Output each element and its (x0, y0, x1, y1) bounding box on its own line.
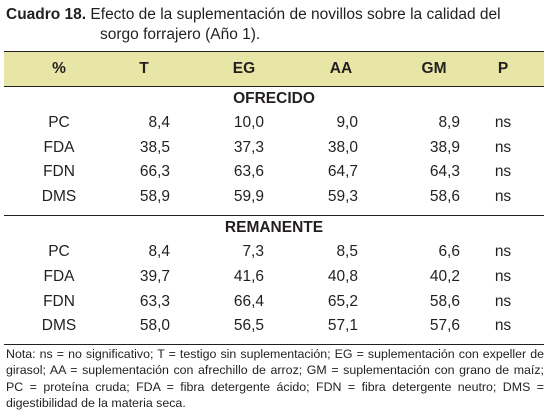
table-cell: ns (494, 138, 512, 156)
table-row: DMS 58,0 56,5 57,1 57,6 ns (4, 314, 544, 339)
table-cell: ns (494, 114, 512, 131)
table-cell: 58,9 (139, 187, 170, 205)
table-cell: 41,6 (233, 267, 264, 285)
header-cell-p: P (497, 60, 509, 77)
table-row: FDN 63,3 66,4 65,2 58,6 ns (4, 290, 544, 315)
table-cell: 58,6 (429, 187, 460, 205)
caption-text-line1: Efecto de la suplementación de novillos … (90, 6, 501, 23)
table-cell: 64,7 (327, 163, 358, 181)
table-cell: 56,5 (233, 317, 264, 335)
table-cell: ns (494, 163, 512, 181)
header-cell-aa: AA (329, 60, 353, 77)
table-cell: 8,4 (148, 114, 170, 131)
section-title-ofrecido: OFRECIDO (233, 90, 315, 107)
data-table: % T EG AA GM P OFRECIDO PC 8,4 10,0 9,0 8,9 n… (4, 51, 544, 345)
table-cell: 40,8 (327, 267, 358, 285)
table-cell: 57,1 (327, 317, 358, 335)
table-cell: 37,3 (233, 138, 264, 156)
caption-label: Cuadro 18. (6, 6, 87, 23)
table-cell: ns (494, 317, 512, 335)
table-cell: 6,6 (438, 243, 460, 261)
table-cell: ns (494, 292, 512, 310)
section-title-remanente: REMANENTE (224, 219, 324, 237)
row-label-cell: FDA (43, 138, 75, 156)
row-label-cell: DMS (41, 187, 77, 205)
header-cell-eg: EG (232, 60, 256, 77)
table-cell: 38,0 (327, 138, 358, 156)
table-row: FDN 66,3 63,6 64,7 64,3 ns (4, 160, 544, 185)
table-cell: 58,6 (429, 292, 460, 310)
table-row: FDA 38,5 37,3 38,0 38,9 ns (4, 136, 544, 161)
table-cell: 66,4 (233, 292, 264, 310)
table-cell: 66,3 (139, 163, 170, 181)
table-row: PC 8,4 7,3 8,5 6,6 ns (4, 240, 544, 265)
row-label-cell: FDA (43, 267, 75, 285)
table-cell: 8,5 (336, 243, 358, 261)
caption-text-line2: sorgo forrajero (Año 1). (100, 26, 261, 43)
header-cell-t: T (139, 60, 149, 77)
section-divider (4, 215, 544, 217)
row-label-cell: PC (48, 243, 70, 261)
table-row: DMS 58,9 59,9 59,3 58,6 ns (4, 185, 544, 210)
table-cell: 63,6 (233, 163, 264, 181)
table-cell: 9,0 (336, 114, 358, 131)
row-label-cell: FDN (43, 163, 75, 181)
table-cell: 64,3 (429, 163, 460, 181)
table-caption: Cuadro 18. Efecto de la suplementación d… (6, 5, 546, 45)
row-label-cell: FDN (43, 292, 75, 310)
table-cell: ns (494, 267, 512, 285)
table-cell: 39,7 (139, 267, 170, 285)
table-cell: 8,9 (438, 114, 460, 131)
table-row: FDA 39,7 41,6 40,8 40,2 ns (4, 265, 544, 290)
table-cell: 57,6 (429, 317, 460, 335)
table-cell: 40,2 (429, 267, 460, 285)
row-label-cell: PC (48, 114, 70, 131)
table-cell: 8,4 (148, 243, 170, 261)
table-cell: ns (494, 243, 512, 261)
section-remanente-rows: PC 8,4 7,3 8,5 6,6 ns FDA 39,7 41,6 40,8 40,2 ns FDN… (4, 240, 544, 338)
table-cell: 63,3 (139, 292, 170, 310)
header-cell-gm: GM (421, 60, 447, 77)
table-cell: 7,3 (242, 243, 264, 261)
section-ofrecido-rows: PC 8,4 10,0 9,0 8,9 ns FDA 38,5 37,3 38,0 38,9 ns FD… (4, 111, 544, 209)
table-cell: 59,3 (327, 187, 358, 205)
table-footnote: Nota: ns = no significativo; T = testigo… (6, 347, 544, 410)
table-bottom-rule (4, 343, 544, 345)
header-cell-percent: % (52, 60, 66, 77)
table-row: PC 8,4 10,0 9,0 8,9 ns (4, 111, 544, 136)
table-cell: 38,5 (139, 138, 170, 156)
table-cell: 59,9 (233, 187, 264, 205)
row-label-cell: DMS (41, 317, 77, 335)
table-header-row: % T EG AA GM P (4, 51, 544, 87)
table-cell: ns (494, 187, 512, 205)
table-cell: 10,0 (233, 114, 264, 131)
table-cell: 65,2 (327, 292, 358, 310)
table-cell: 58,0 (139, 317, 170, 335)
table-cell: 38,9 (429, 138, 460, 156)
